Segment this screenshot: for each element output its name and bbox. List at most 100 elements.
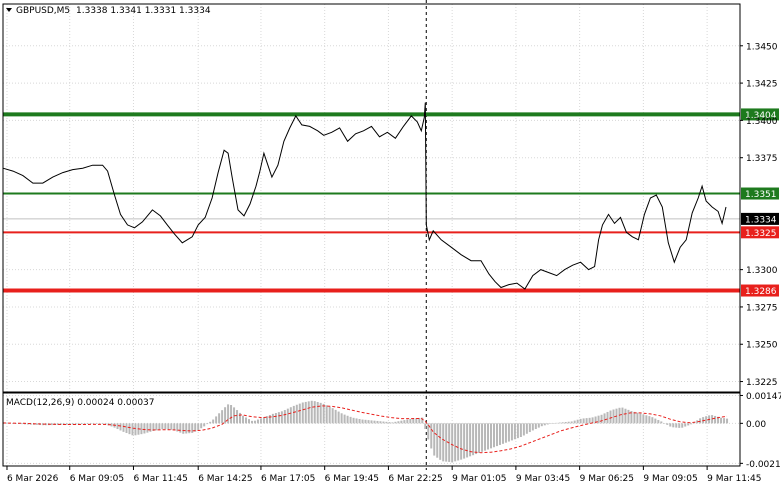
macd-histogram-bar bbox=[546, 423, 549, 425]
macd-histogram-bar bbox=[352, 417, 355, 424]
macd-histogram-bar bbox=[624, 408, 627, 424]
macd-histogram-bar bbox=[125, 423, 128, 434]
macd-histogram-bar bbox=[349, 416, 352, 424]
macd-histogram-bar bbox=[373, 420, 376, 424]
macd-histogram-bar bbox=[218, 413, 221, 424]
macd-histogram-bar bbox=[534, 423, 537, 430]
macd-panel bbox=[2, 400, 729, 463]
macd-signal-line bbox=[2, 405, 728, 454]
macd-histogram-bar bbox=[286, 408, 289, 424]
level-tag-label: 1.3351 bbox=[745, 190, 777, 200]
macd-histogram-bar bbox=[221, 410, 224, 424]
x-tick-label: 6 Mar 22:25 bbox=[388, 474, 442, 484]
macd-histogram-bar bbox=[319, 402, 322, 424]
macd-histogram-bar bbox=[717, 416, 720, 424]
macd-histogram-bar bbox=[666, 423, 669, 425]
macd-histogram-bar bbox=[657, 420, 660, 424]
macd-histogram-bar bbox=[564, 422, 567, 424]
y-tick-label: 1.3250 bbox=[746, 341, 778, 351]
macd-histogram-bar bbox=[370, 420, 373, 424]
macd-histogram-bar bbox=[334, 409, 337, 424]
macd-histogram-bar bbox=[239, 412, 242, 424]
macd-histogram-bar bbox=[678, 423, 681, 428]
macd-histogram-bar bbox=[197, 423, 200, 430]
macd-histogram-bar bbox=[690, 423, 693, 425]
macd-histogram-bar bbox=[212, 419, 215, 424]
x-tick-label: 9 Mar 03:45 bbox=[516, 474, 570, 484]
macd-histogram-bar bbox=[702, 417, 705, 424]
macd-histogram-bar bbox=[639, 413, 642, 424]
macd-histogram-bar bbox=[230, 405, 233, 424]
macd-histogram-bar bbox=[215, 416, 218, 424]
macd-histogram-bar bbox=[594, 416, 597, 424]
macd-histogram-bar bbox=[358, 418, 361, 424]
macd-histogram-bar bbox=[77, 423, 80, 425]
macd-histogram-bar bbox=[268, 414, 271, 424]
macd-histogram-bar bbox=[11, 423, 14, 424]
macd-histogram-bar bbox=[651, 417, 654, 424]
macd-histogram-bar bbox=[424, 423, 427, 430]
macd-histogram-bar bbox=[451, 423, 454, 463]
macd-histogram-bar bbox=[209, 421, 212, 424]
macd-histogram-bar bbox=[227, 404, 230, 424]
macd-histogram-bar bbox=[265, 416, 268, 424]
level-tag bbox=[741, 187, 779, 200]
macd-histogram-bar bbox=[367, 420, 370, 424]
macd-histogram-bar bbox=[86, 423, 89, 425]
macd-histogram-bar bbox=[140, 423, 143, 435]
macd-histogram-bar bbox=[654, 418, 657, 424]
macd-histogram-bar bbox=[194, 423, 197, 432]
macd-histogram-bar bbox=[487, 423, 490, 450]
macd-histogram-bar bbox=[669, 423, 672, 427]
macd-histogram-bar bbox=[143, 423, 146, 434]
macd-histogram-bar bbox=[35, 423, 38, 425]
macd-histogram-bar bbox=[122, 423, 125, 432]
macd-histogram-bar bbox=[433, 423, 436, 456]
triangle-down-icon[interactable] bbox=[6, 8, 12, 12]
macd-histogram-bar bbox=[627, 409, 630, 424]
y-tick-label: 1.3375 bbox=[746, 154, 778, 164]
macd-histogram-bar bbox=[161, 423, 164, 430]
macd-histogram-bar bbox=[188, 423, 191, 434]
macd-histogram-bar bbox=[436, 423, 439, 458]
macd-histogram-bar bbox=[714, 415, 717, 424]
macd-histogram-bar bbox=[660, 421, 663, 424]
macd-histogram-bar bbox=[20, 423, 23, 425]
macd-histogram-bar bbox=[478, 423, 481, 453]
macd-histogram-bar bbox=[537, 423, 540, 428]
macd-histogram-bar bbox=[185, 423, 188, 434]
axes: 1.3404 1.3351 1.3334 1.3325 1.3286 1.3450 1.34… bbox=[6, 42, 781, 484]
macd-histogram-bar bbox=[528, 423, 531, 433]
macd-histogram-bar bbox=[720, 417, 723, 424]
macd-histogram-bar bbox=[606, 411, 609, 424]
macd-histogram-bar bbox=[242, 415, 245, 424]
macd-histogram-bar bbox=[277, 412, 280, 424]
macd-histogram-bar bbox=[472, 423, 475, 456]
macd-y-tick-label: 0.00 bbox=[746, 420, 766, 430]
macd-histogram-bar bbox=[68, 423, 71, 425]
level-tag-label: 1.3325 bbox=[745, 229, 777, 239]
macd-histogram-bar bbox=[83, 423, 86, 425]
macd-histogram-bar bbox=[128, 423, 131, 435]
macd-histogram-bar bbox=[385, 421, 388, 424]
macd-histogram-bar bbox=[513, 423, 516, 440]
chart-header: GBPUSD,M5 1.3338 1.3341 1.3331 1.3334 bbox=[6, 6, 211, 16]
macd-histogram-bar bbox=[397, 421, 400, 424]
macd-histogram-bar bbox=[146, 423, 149, 433]
symbol-label: GBPUSD,M5 bbox=[16, 6, 70, 16]
level-tag bbox=[741, 212, 779, 225]
macd-histogram-bar bbox=[516, 423, 519, 439]
x-tick-label: 6 Mar 14:25 bbox=[198, 474, 252, 484]
macd-histogram-bar bbox=[182, 423, 185, 434]
macd-histogram-bar bbox=[475, 423, 478, 455]
macd-histogram-bar bbox=[490, 423, 493, 449]
macd-histogram-bar bbox=[582, 418, 585, 424]
macd-histogram-bar bbox=[567, 421, 570, 424]
macd-histogram-bar bbox=[543, 423, 546, 426]
macd-histogram-bar bbox=[158, 423, 161, 430]
macd-histogram-bar bbox=[430, 423, 433, 449]
macd-histogram-bar bbox=[155, 423, 158, 431]
macd-histogram-bar bbox=[609, 410, 612, 424]
macd-histogram-bar bbox=[603, 413, 606, 424]
